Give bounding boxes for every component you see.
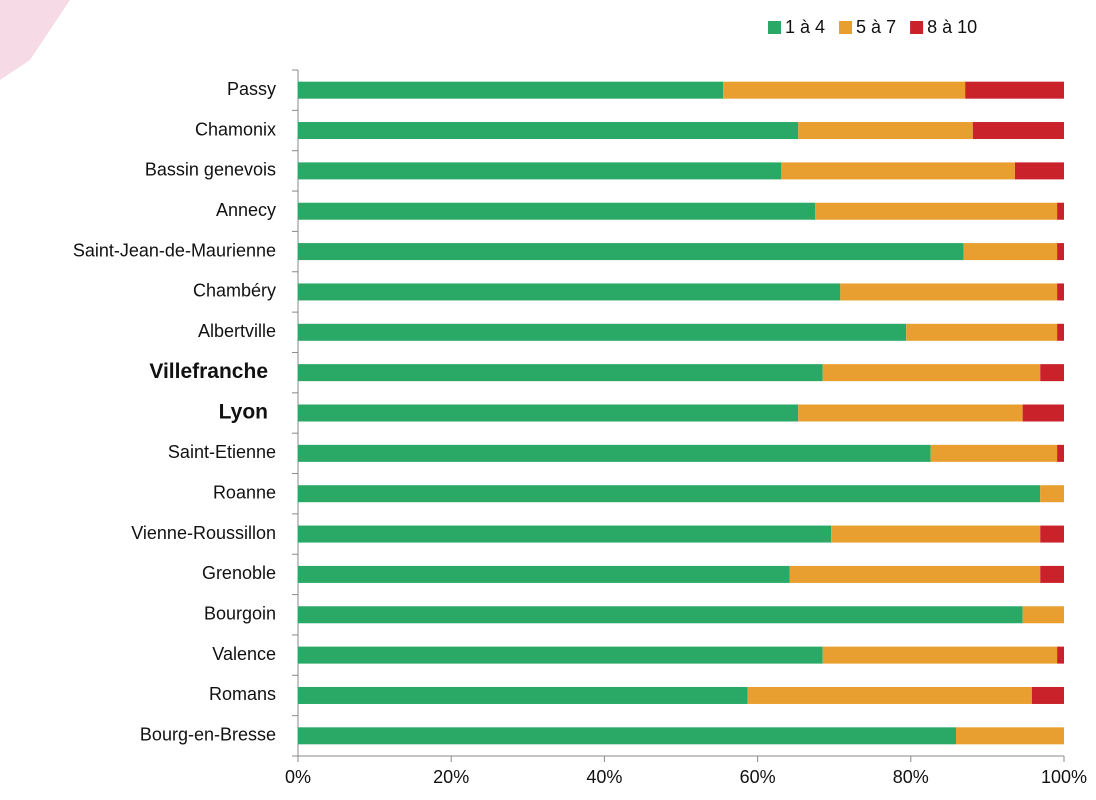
legend-swatch — [768, 21, 781, 34]
bar-segment — [298, 122, 798, 139]
bar-segment — [298, 283, 840, 300]
bar-segment — [1057, 203, 1064, 220]
bar-segment — [965, 82, 1064, 99]
x-tick-label: 40% — [586, 767, 622, 787]
bar-segment — [1032, 687, 1064, 704]
bar-segment — [723, 82, 965, 99]
y-tick-label: Chambéry — [193, 281, 276, 301]
bar-segment — [815, 203, 1057, 220]
bar-segment — [798, 122, 973, 139]
decoration — [0, 0, 70, 80]
chart: 0% 20% 40% 60% 80% 100% Passy Chamonix Bassin ge… — [0, 0, 1096, 800]
bar-segment — [964, 243, 1057, 260]
bar-segment — [906, 324, 1057, 341]
x-tick-label: 60% — [740, 767, 776, 787]
y-tick-label: Bourg-en-Bresse — [140, 725, 276, 745]
y-tick-label: Passy — [227, 79, 276, 99]
bar-segment — [1015, 162, 1064, 179]
legend-swatch — [839, 21, 852, 34]
legend-label: 8 à 10 — [927, 17, 977, 37]
bar-segment — [298, 364, 823, 381]
bar-segment — [748, 687, 1032, 704]
bar-segment — [798, 405, 1022, 422]
bar-segment — [1040, 485, 1064, 502]
bar-segment — [1023, 606, 1064, 623]
bar-segment — [298, 566, 790, 583]
bar-segment — [831, 526, 1040, 543]
y-tick-label: Saint-Jean-de-Maurienne — [73, 240, 276, 260]
y-tick-label: Villefranche — [149, 360, 268, 383]
x-tick-label: 0% — [285, 767, 311, 787]
bar-segment — [1040, 364, 1064, 381]
bar-segment — [956, 727, 1064, 744]
bar-segment — [1057, 324, 1064, 341]
bar-segment — [790, 566, 1040, 583]
y-tick-label: Vienne-Roussillon — [131, 523, 276, 543]
x-tick-label: 80% — [893, 767, 929, 787]
legend-label: 1 à 4 — [785, 17, 825, 37]
y-tick-label: Bourgoin — [204, 604, 276, 624]
bar-segment — [298, 445, 931, 462]
y-tick-label: Bassin genevois — [145, 160, 276, 180]
bar-segment — [973, 122, 1064, 139]
x-tick-label: 20% — [433, 767, 469, 787]
bar-segment — [840, 283, 1057, 300]
y-tick-label: Chamonix — [195, 119, 276, 139]
bar-segment — [298, 606, 1023, 623]
bar-segment — [298, 727, 956, 744]
page: {"chart_data": {"type": "stacked-barh", … — [0, 0, 1096, 800]
bar-segment — [298, 162, 781, 179]
bar-segment — [1057, 243, 1064, 260]
bar-segment — [298, 526, 831, 543]
y-tick-label: Valence — [212, 644, 276, 664]
bar-segment — [298, 647, 823, 664]
bar-segment — [298, 243, 964, 260]
bar-segment — [298, 82, 723, 99]
bar-segment — [1057, 445, 1064, 462]
bar-segment — [298, 485, 1040, 502]
bar-segment — [1057, 647, 1064, 664]
bar-segment — [1040, 566, 1064, 583]
bar-segment — [931, 445, 1057, 462]
y-tick-label: Saint-Etienne — [168, 442, 276, 462]
y-tick-label: Romans — [209, 684, 276, 704]
bar-segment — [823, 364, 1041, 381]
bar-segment — [823, 647, 1057, 664]
bar-segment — [1023, 405, 1064, 422]
bar-segment — [781, 162, 1015, 179]
y-tick-label: Roanne — [213, 482, 276, 502]
bar-segment — [1040, 526, 1064, 543]
x-tick-label: 100% — [1041, 767, 1087, 787]
y-tick-label: Albertville — [198, 321, 276, 341]
y-tick-label: Grenoble — [202, 563, 276, 583]
bar-segment — [298, 405, 798, 422]
bar-segment — [1057, 283, 1064, 300]
bar-segment — [298, 687, 748, 704]
legend-label: 5 à 7 — [856, 17, 896, 37]
y-tick-label: Annecy — [216, 200, 276, 220]
y-tick-label: Lyon — [219, 401, 268, 424]
legend-swatch — [910, 21, 923, 34]
bar-segment — [298, 203, 815, 220]
bar-segment — [298, 324, 906, 341]
